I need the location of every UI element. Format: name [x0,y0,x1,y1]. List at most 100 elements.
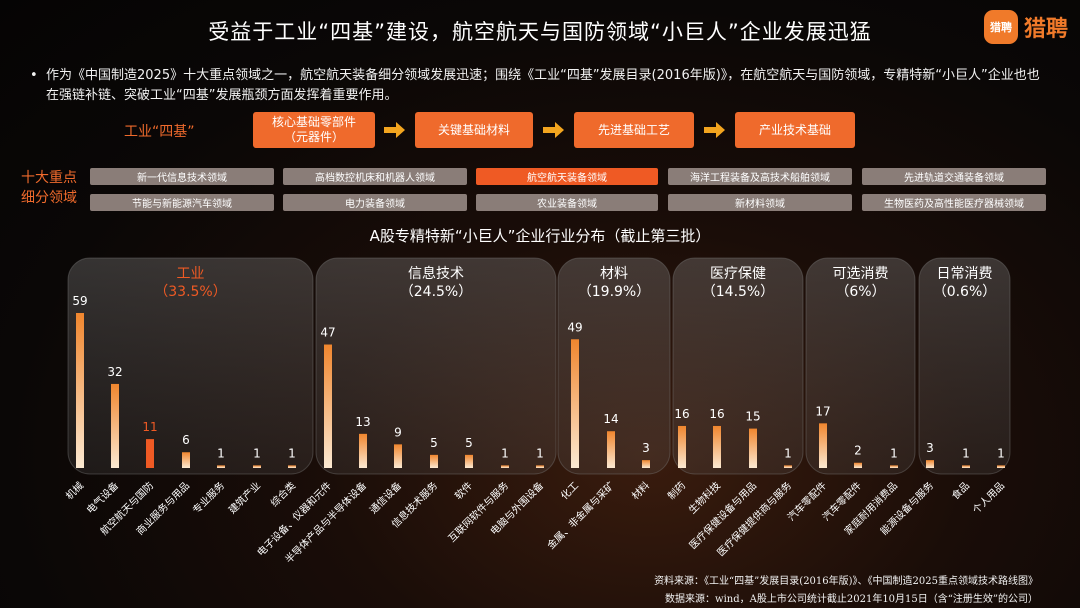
bar [182,452,190,468]
data-label: 1 [536,446,544,460]
group-panel [805,257,916,475]
data-label: 59 [72,294,87,308]
flow-arrow-3 [704,127,716,133]
data-label: 17 [815,404,830,418]
category-label: 综合类 [268,479,298,509]
category-label: 食品 [949,479,972,502]
field-chip: 先进轨道交通装备领域 [862,168,1046,185]
data-label: 16 [709,407,724,421]
category-label: 互联网软件与服务 [445,479,511,545]
bar [607,431,615,468]
arrow-right-icon [396,122,405,138]
data-label: 49 [567,320,582,334]
category-label: 个人用品 [970,480,1007,517]
bar [571,339,579,468]
intro-paragraph: • 作为《中国制造2025》十大重点领域之一，航空航天装备细分领域发展迅速；围绕… [30,66,1046,106]
logo-text: 猎聘 [1023,17,1068,42]
bar [394,444,402,468]
group-name: 可选消费 [833,266,889,282]
chart-title: A股专精特新“小巨人”企业行业分布（截止第三批） [369,227,711,245]
bar [890,465,898,468]
category-label: 金属、非金属与采矿 [544,479,617,552]
data-label: 14 [603,412,618,426]
arrow-right-icon [555,122,564,138]
flow-arrow-1 [384,127,396,133]
category-label: 软件 [452,479,475,502]
bar [678,425,686,468]
bar [749,428,757,468]
field-chip: 农业装备领域 [476,194,658,211]
data-label: 1 [997,446,1005,460]
data-label: 6 [182,433,190,447]
bar [854,462,862,468]
bullet-icon: • [30,68,38,83]
group-name: 材料 [600,266,628,282]
data-label: 1 [288,446,296,460]
group-share: （19.9%） [578,284,650,300]
page-title: 受益于工业“四基”建设，航空航天与国防领域“小巨人”企业发展迅猛 [208,20,872,44]
data-label: 13 [355,415,370,429]
flow-box-materials: 关键基础材料 [415,112,533,148]
group-panel [918,257,1011,475]
data-label: 1 [784,446,792,460]
data-label: 2 [854,444,862,458]
group-panel [672,257,804,475]
group-name: 工业 [177,266,205,282]
group-name: 日常消费 [937,266,993,282]
bar [819,423,827,468]
data-label: 1 [962,446,970,460]
bar [926,460,934,468]
bar [217,465,225,468]
group-share: （33.5%） [154,284,226,300]
field-chip: 高档数控机床和机器人领域 [283,168,467,185]
data-label: 5 [430,436,438,450]
field-chip-highlight: 航空航天装备领域 [476,168,658,185]
intro-text: 作为《中国制造2025》十大重点领域之一，航空航天装备细分领域发展迅速；围绕《工… [46,68,1040,103]
data-label: 5 [465,436,473,450]
flow-arrow-2 [543,127,555,133]
data-label: 47 [320,326,335,340]
group-share: （6%） [835,284,885,300]
group-share: （0.6%） [933,284,997,300]
field-chip: 海洋工程装备及高技术船舶领域 [668,168,852,185]
field-chip: 电力装备领域 [283,194,467,211]
bar [288,465,296,468]
field-chip: 新一代信息技术领域 [90,168,274,185]
category-label: 电气设备 [84,479,121,516]
category-label: 材料 [629,479,652,502]
data-label: 11 [142,420,157,434]
group-share: （24.5%） [400,284,472,300]
category-label: 专业服务 [190,479,227,516]
group-share: （14.5%） [702,284,774,300]
data-label: 1 [890,446,898,460]
bar [713,425,721,468]
bar [501,465,509,468]
field-chip: 节能与新能源汽车领域 [90,194,274,211]
field-chip: 生物医药及高性能医疗器械领域 [862,194,1046,211]
data-label: 9 [394,425,402,439]
flow-box-process: 先进基础工艺 [574,112,694,148]
data-label: 16 [674,407,689,421]
data-source-note: 数据来源：wind，A股上市公司统计截止2021年10月15日（含“注册生效”的… [665,594,1038,605]
data-label: 3 [926,441,934,455]
flow-box-components: 核心基础零部件 （元器件） [253,112,375,148]
bar [430,454,438,468]
data-label: 32 [107,365,122,379]
data-label: 1 [253,446,261,460]
category-label: 通信设备 [367,479,404,516]
logo-icon: 猎聘 [983,10,1018,44]
group-panel [557,257,671,475]
group-name: 医疗保健 [710,266,766,282]
source-note: 资料来源：《工业“四基”发展目录(2016年版)》、《中国制造2025重点领域技… [654,576,1038,587]
group-panel [67,257,314,475]
category-label: 医疗保健设备与用品 [686,479,759,552]
bar [784,465,792,468]
bar [76,313,84,468]
bar [253,465,261,468]
flow-box-tech: 产业技术基础 [735,112,855,148]
bar [642,460,650,468]
field-chip: 新材料领域 [668,194,852,211]
arrow-right-icon [716,122,725,138]
bar [536,465,544,468]
flow-label: 工业“四基” [124,124,195,140]
